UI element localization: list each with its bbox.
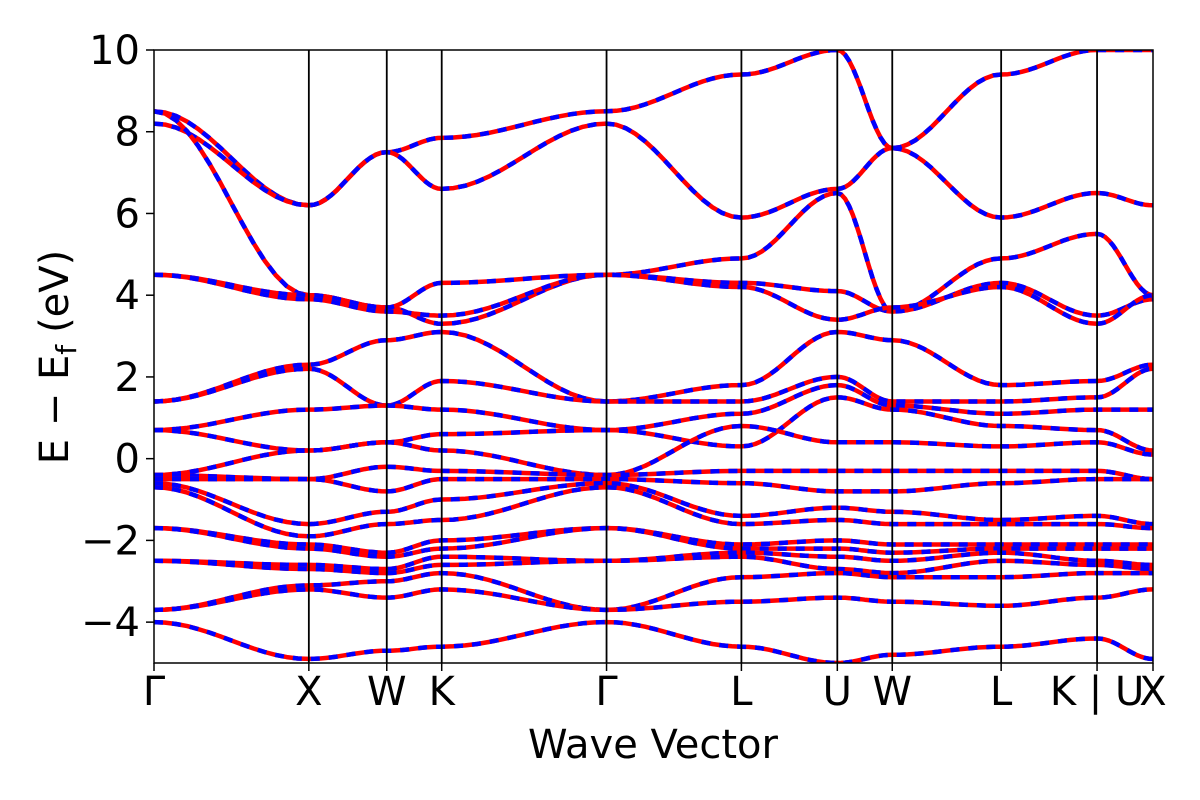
- y-axis-ticks: −4 −2 0 2 4 6 8 10: [81, 28, 154, 646]
- y-tick-label: 4: [115, 273, 140, 319]
- band-line-blue-dashed: [154, 550, 1153, 572]
- band-line-red: [154, 50, 1153, 208]
- band-line-blue-dashed: [154, 366, 1153, 408]
- band-line-blue-dashed: [154, 476, 1153, 494]
- band-line-blue-dashed: [154, 554, 1153, 576]
- band-line-red: [154, 121, 1153, 220]
- band-line-blue-dashed: [154, 480, 1153, 527]
- x-tick-label: Γ: [143, 669, 166, 715]
- band-line-blue-dashed: [154, 525, 1153, 555]
- y-axis-title-subscript: f: [50, 344, 83, 355]
- y-axis-title: E − Ef (eV): [32, 250, 83, 465]
- y-axis-title-unit: (eV): [32, 250, 78, 333]
- band-line-blue-dashed: [154, 272, 1153, 318]
- y-axis-title-main: E − E: [32, 355, 78, 465]
- band-line-blue-dashed: [154, 395, 1153, 453]
- x-tick-label: W: [367, 669, 407, 715]
- x-tick-label: U: [823, 669, 852, 715]
- x-tick-label: W: [872, 669, 912, 715]
- x-tick-label: L: [990, 669, 1013, 715]
- y-tick-label: 8: [115, 110, 140, 156]
- band-line-blue-dashed: [154, 485, 1153, 539]
- x-tick-label: K | U: [1050, 669, 1144, 715]
- x-tick-label: Γ: [595, 669, 618, 715]
- y-tick-label: 6: [115, 191, 140, 237]
- x-tick-label: X: [1139, 669, 1166, 715]
- y-tick-label: −4: [81, 600, 140, 646]
- x-tick-label: K: [429, 669, 457, 715]
- x-axis-title: Wave Vector: [528, 722, 779, 768]
- band-lines: [154, 50, 1153, 663]
- band-line-blue-dashed: [154, 109, 1153, 327]
- band-line-blue-dashed: [154, 587, 1153, 613]
- y-tick-label: 0: [115, 437, 140, 483]
- y-tick-label: 2: [115, 355, 140, 401]
- x-tick-label: L: [730, 669, 753, 715]
- y-tick-label: −2: [81, 518, 140, 564]
- band-line-blue-dashed: [154, 525, 1153, 559]
- x-tick-label: X: [295, 669, 322, 715]
- band-line-red: [154, 485, 1153, 539]
- plot-frame: [153, 49, 1154, 664]
- high-symmetry-lines: [307, 50, 1098, 663]
- y-tick-label: 10: [89, 28, 140, 74]
